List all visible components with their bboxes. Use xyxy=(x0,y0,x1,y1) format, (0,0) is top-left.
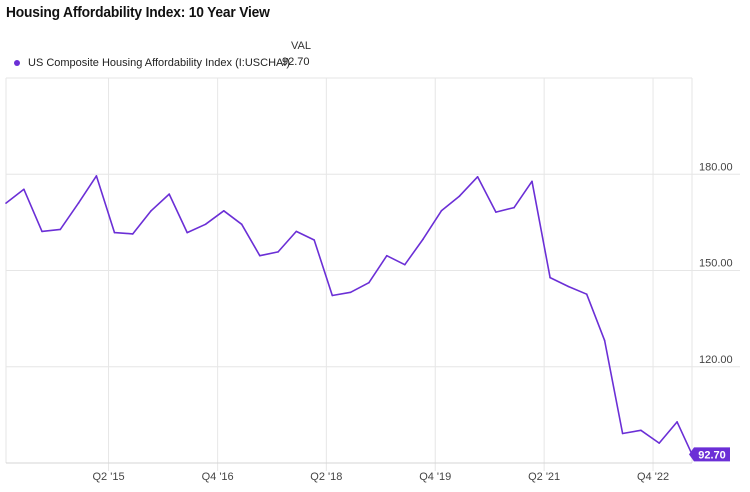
data-point[interactable] xyxy=(132,233,134,235)
data-point[interactable] xyxy=(186,231,188,234)
data-point[interactable] xyxy=(113,231,116,234)
y-tick-label: 120.00 xyxy=(699,354,733,366)
y-tick-label: 150.00 xyxy=(699,258,733,270)
legend-series-marker xyxy=(14,60,20,66)
data-point[interactable] xyxy=(277,251,279,253)
data-point[interactable] xyxy=(168,193,170,195)
chart-title: Housing Affordability Index: 10 Year Vie… xyxy=(6,4,270,21)
data-point[interactable] xyxy=(204,223,207,226)
data-point[interactable] xyxy=(658,442,660,444)
legend-entry[interactable]: US Composite Housing Affordability Index… xyxy=(14,56,290,70)
x-tick-label: Q2 '21 xyxy=(528,471,560,483)
legend-series-name: US Composite Housing Affordability Index… xyxy=(28,57,291,69)
data-point[interactable] xyxy=(676,421,678,423)
last-value-badge xyxy=(689,447,730,462)
data-point[interactable] xyxy=(476,176,479,178)
data-point[interactable] xyxy=(513,206,515,209)
data-point[interactable] xyxy=(585,293,588,296)
data-point[interactable] xyxy=(259,254,261,257)
x-tick-label: Q4 '22 xyxy=(637,471,669,483)
x-tick-label: Q2 '18 xyxy=(310,471,342,483)
data-point[interactable] xyxy=(603,339,606,342)
series-layer xyxy=(5,175,693,456)
last-value-label: 92.70 xyxy=(698,449,726,461)
chart-axes xyxy=(5,77,693,464)
data-point[interactable] xyxy=(567,285,570,288)
data-point[interactable] xyxy=(386,254,388,257)
data-point[interactable] xyxy=(531,180,533,183)
gridlines xyxy=(6,78,740,471)
data-point[interactable] xyxy=(5,202,7,204)
x-tick-label: Q4 '19 xyxy=(419,471,451,483)
data-point[interactable] xyxy=(77,202,80,204)
data-point[interactable] xyxy=(404,263,406,266)
data-point[interactable] xyxy=(59,228,62,231)
data-point[interactable] xyxy=(331,294,334,297)
x-tick-label: Q2 '15 xyxy=(93,471,125,483)
data-point[interactable] xyxy=(95,175,98,177)
data-point[interactable] xyxy=(640,429,642,432)
data-point[interactable] xyxy=(41,230,43,233)
legend-series-value: 92.70 xyxy=(282,56,310,68)
data-point[interactable] xyxy=(422,238,424,240)
legend-column-header: VAL xyxy=(291,40,311,52)
data-point[interactable] xyxy=(621,432,624,435)
x-tick-label: Q4 '16 xyxy=(202,471,234,483)
data-point[interactable] xyxy=(313,239,316,241)
data-point[interactable] xyxy=(458,195,461,197)
data-point[interactable] xyxy=(368,281,370,284)
data-point[interactable] xyxy=(440,210,443,212)
data-point[interactable] xyxy=(223,210,225,212)
data-point[interactable] xyxy=(349,291,352,294)
data-point[interactable] xyxy=(240,223,243,226)
data-point[interactable] xyxy=(23,188,25,191)
y-tick-label: 180.00 xyxy=(699,161,733,173)
data-point[interactable] xyxy=(549,276,551,279)
data-point[interactable] xyxy=(150,210,152,212)
data-point[interactable] xyxy=(295,230,298,233)
tick-labels: 120.00 150.00 180.00 Q2 '15 Q4 '16 Q2 '18 Q4 '… xyxy=(93,161,733,483)
data-point[interactable] xyxy=(495,211,497,213)
